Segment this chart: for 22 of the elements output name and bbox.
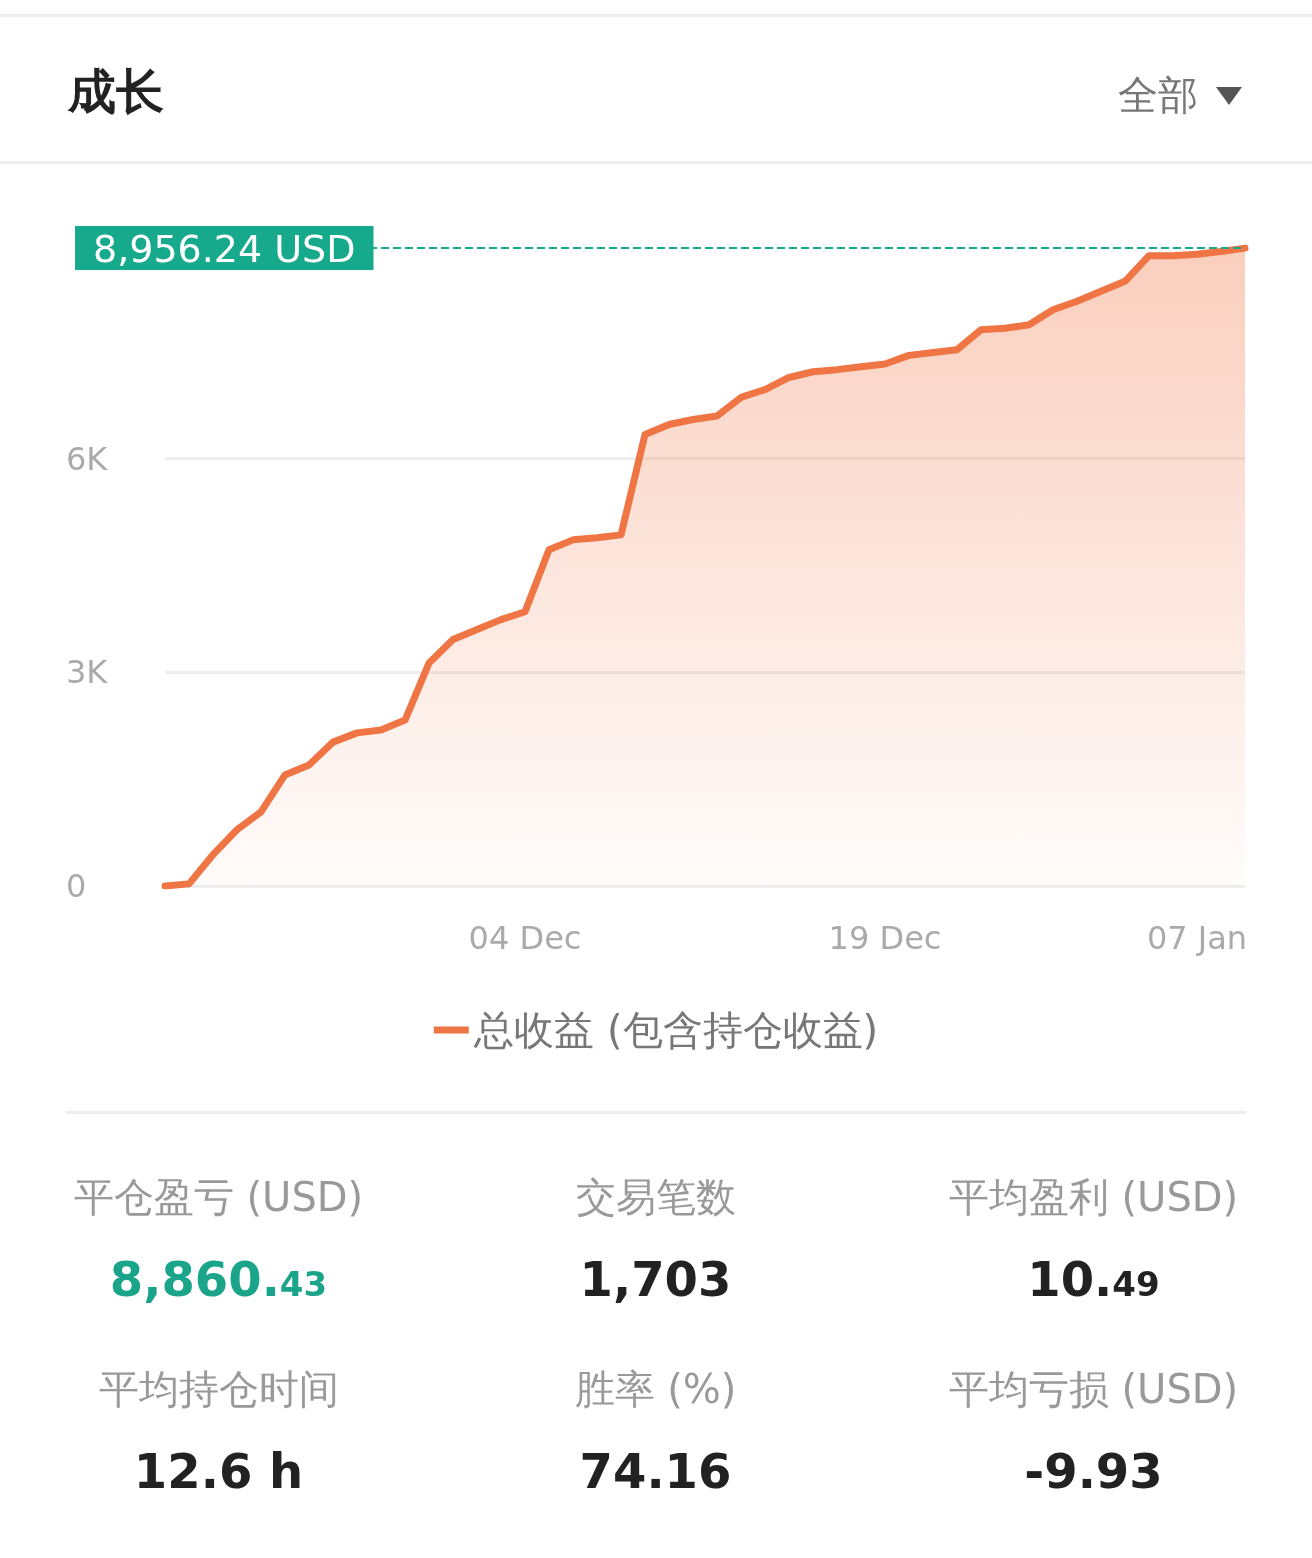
text: 平均盈利 (USD) [947,1173,1240,1222]
y-tick-label: 6K [66,439,109,478]
text: 胜率 (%) [573,1365,738,1414]
text: 平均亏损 (USD) [947,1365,1240,1414]
text: 平均持仓时间 [97,1365,340,1414]
legend-label: 总收益 (包含持仓收益) [473,1007,879,1053]
chart-title: 成长 [68,62,164,121]
ref-line-label: 8,956.24 USD [93,227,356,272]
y-tick-label: 3K [66,653,109,692]
text: 交易笔数 [574,1173,737,1222]
text: 1,703 [578,1251,733,1307]
text: 12.6 h [132,1443,305,1499]
text: 10.49 [1026,1251,1161,1307]
x-tick-label: 19 Dec [828,919,942,957]
text: 74.16 [578,1443,733,1499]
text: 平仓盈亏 (USD) [72,1173,365,1222]
text: -9.93 [1023,1443,1164,1499]
text: 全部 [1118,71,1198,120]
text: 8,860.43 [108,1251,329,1307]
y-tick-label: 0 [66,867,87,905]
x-tick-label: 04 Dec [468,919,582,957]
x-tick-label: 07 Jan [1146,919,1248,957]
